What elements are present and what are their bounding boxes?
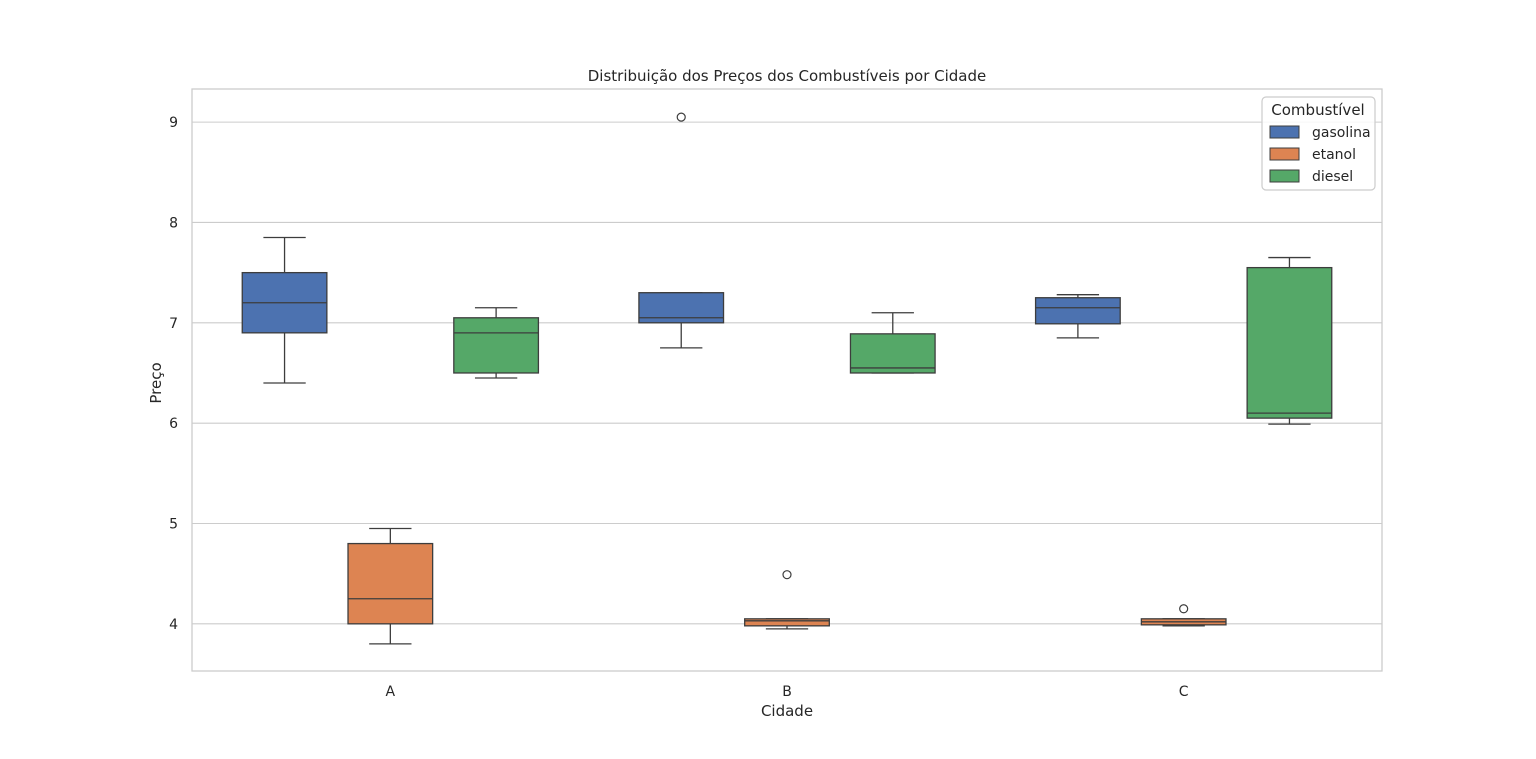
legend-label: diesel bbox=[1312, 169, 1353, 185]
iqr-box bbox=[1034, 297, 1121, 325]
legend-item-diesel: diesel bbox=[1269, 169, 1353, 185]
box-etanol-C bbox=[1140, 604, 1227, 627]
box-gasolina-C bbox=[1034, 294, 1121, 339]
legend-label: etanol bbox=[1312, 147, 1356, 163]
y-tick-label: 8 bbox=[169, 215, 178, 231]
box-diesel-B bbox=[849, 312, 936, 374]
y-axis-label: Preço bbox=[147, 362, 165, 403]
box-etanol-A bbox=[347, 527, 434, 645]
iqr-box bbox=[1246, 266, 1333, 419]
legend-swatch bbox=[1269, 125, 1300, 139]
y-tick-label: 5 bbox=[169, 516, 178, 532]
y-tick-label: 7 bbox=[169, 316, 178, 332]
y-tick-label: 4 bbox=[169, 617, 178, 633]
legend-item-gasolina: gasolina bbox=[1269, 125, 1371, 141]
box-layer bbox=[241, 112, 1333, 645]
box-gasolina-B bbox=[638, 112, 725, 349]
x-tick-label: C bbox=[1179, 684, 1189, 700]
iqr-box bbox=[453, 317, 540, 374]
x-tick-label: A bbox=[386, 684, 396, 700]
iqr-box bbox=[347, 542, 434, 625]
x-tick-label: B bbox=[782, 684, 792, 700]
outlier-point bbox=[1179, 604, 1189, 614]
x-axis-label: Cidade bbox=[761, 702, 813, 720]
legend-items: gasolina etanol diesel bbox=[1269, 125, 1371, 185]
iqr-box bbox=[744, 618, 830, 627]
legend-title: Combustível bbox=[1271, 101, 1364, 119]
iqr-box bbox=[849, 333, 936, 374]
legend-swatch bbox=[1269, 147, 1300, 161]
y-tick-label: 9 bbox=[169, 115, 178, 131]
box-diesel-A bbox=[453, 307, 540, 379]
tick-layer: 4 5 6 7 8 9 A B C bbox=[169, 115, 1189, 700]
box-gasolina-A bbox=[241, 236, 328, 384]
legend-swatch bbox=[1269, 169, 1300, 183]
legend-label: gasolina bbox=[1312, 125, 1371, 141]
box-etanol-B bbox=[744, 570, 830, 630]
plot-frame bbox=[191, 88, 1383, 672]
box-diesel-C bbox=[1246, 256, 1333, 425]
legend-frame bbox=[1261, 96, 1376, 191]
outlier-point bbox=[676, 112, 686, 122]
y-tick-label: 6 bbox=[169, 416, 178, 432]
chart-title: Distribuição dos Preços dos Combustíveis… bbox=[588, 67, 987, 85]
legend: Combustível gasolina etanol diesel bbox=[1261, 96, 1376, 191]
outlier-point bbox=[782, 570, 792, 580]
legend-item-etanol: etanol bbox=[1269, 147, 1356, 163]
